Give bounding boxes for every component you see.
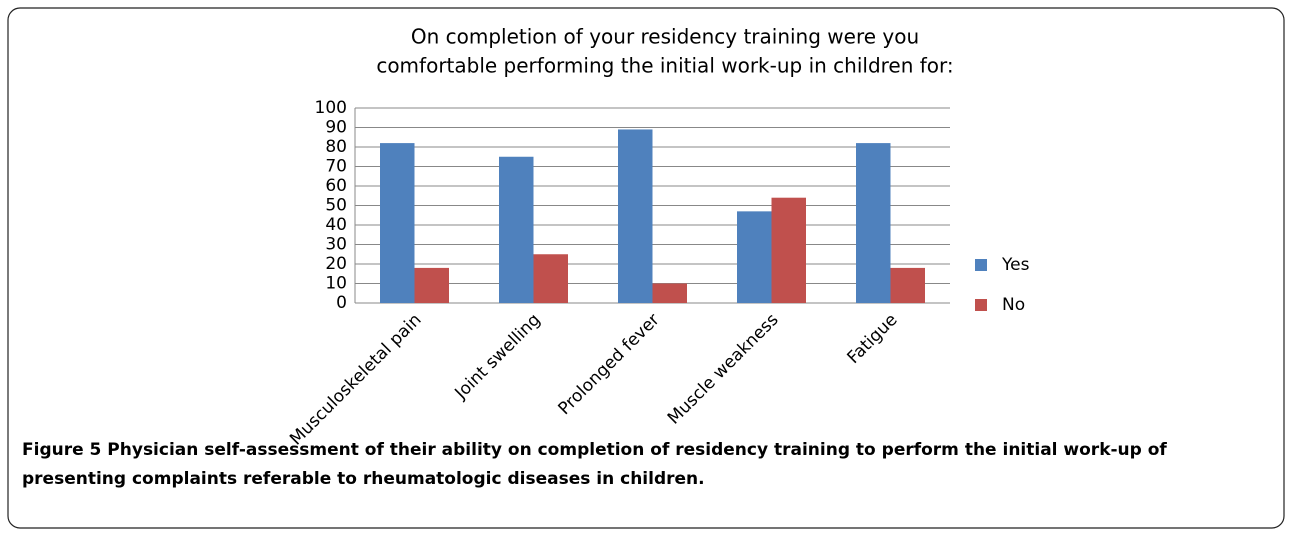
frame (7, 7, 1285, 529)
legend-label: Yes (1001, 255, 1030, 275)
x-tick-label: Musculoskeletal pain (286, 310, 425, 449)
bar (380, 143, 415, 303)
legend-swatch (975, 259, 987, 271)
bar (737, 211, 772, 303)
bar (856, 143, 891, 303)
y-tick-label: 80 (325, 137, 347, 157)
caption-label: Figure 5 (22, 440, 102, 460)
x-tick-label: Muscle weakness (664, 310, 783, 429)
caption: Figure 5 Physician self-assessment of th… (22, 436, 1272, 494)
y-tick-label: 40 (325, 215, 347, 235)
y-tick-label: 60 (325, 176, 347, 196)
y-tick-label: 50 (325, 196, 347, 216)
y-tick-label: 0 (336, 293, 347, 313)
y-tick-label: 90 (325, 118, 347, 138)
y-tick-label: 30 (325, 235, 347, 255)
legend-swatch (975, 299, 987, 311)
bar (652, 283, 687, 303)
x-tick-label: Fatigue (844, 310, 902, 368)
x-tick-label: Prolonged fever (554, 310, 663, 419)
y-tick-label: 100 (315, 98, 347, 118)
y-tick-label: 20 (325, 254, 347, 274)
bar (533, 254, 568, 303)
y-tick-label: 10 (325, 274, 347, 294)
bar (499, 156, 534, 303)
bar (414, 267, 449, 303)
chart-title: On completion of your residency training… (411, 25, 919, 49)
caption-text: Physician self-assessment of their abili… (22, 440, 1167, 489)
bar (618, 129, 653, 303)
legend-label: No (1002, 295, 1025, 315)
bar (890, 267, 925, 303)
x-tick-label: Joint swelling (451, 310, 545, 404)
chart-title: comfortable performing the initial work-… (376, 54, 953, 78)
bar (771, 197, 806, 303)
y-tick-label: 70 (325, 157, 347, 177)
